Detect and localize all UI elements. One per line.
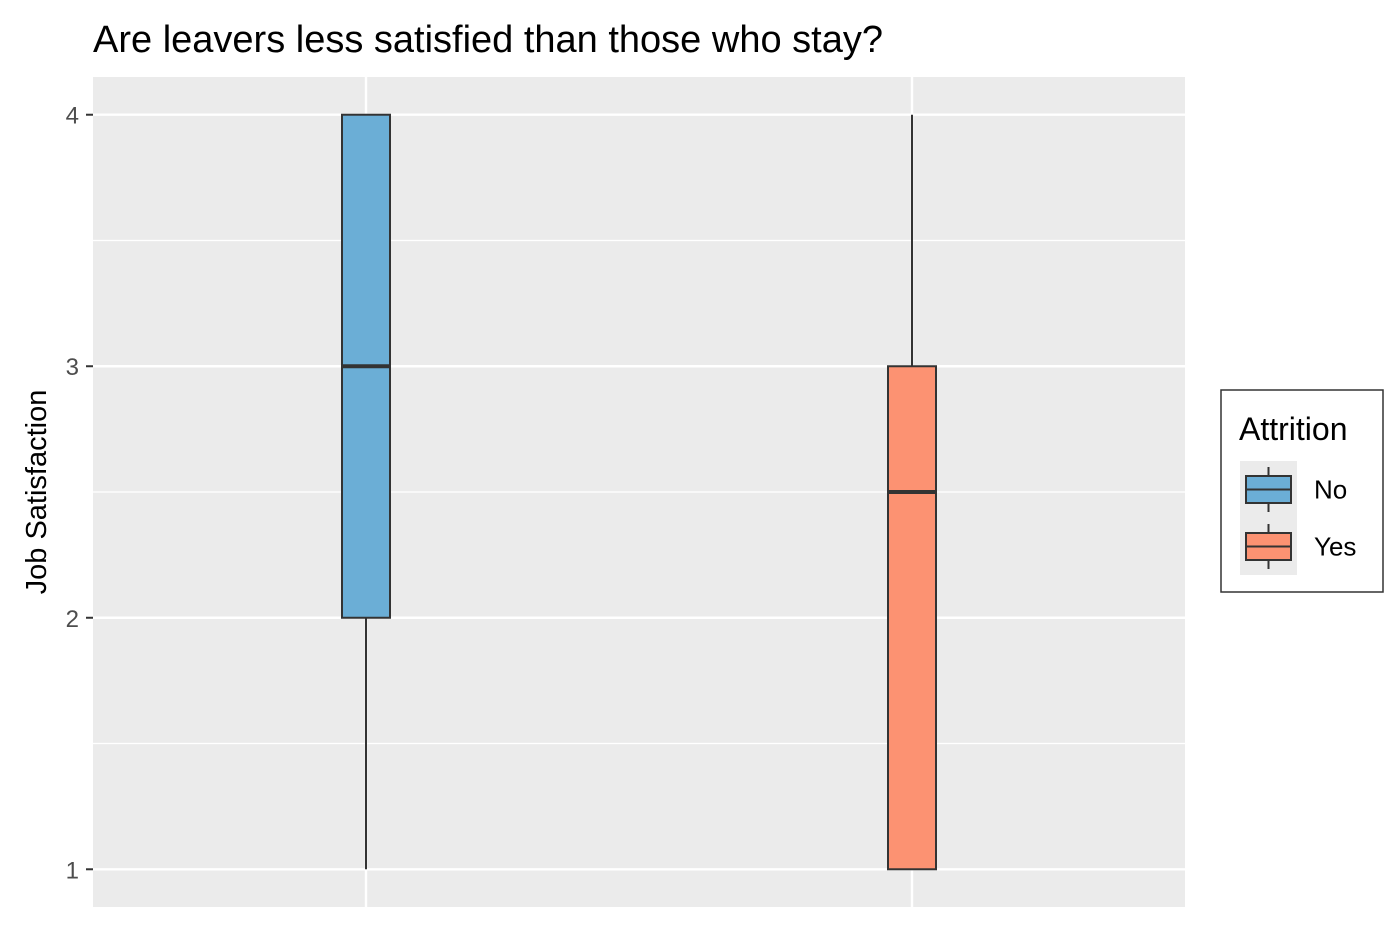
legend-title: Attrition — [1239, 411, 1347, 447]
y-tick-label: 3 — [66, 354, 79, 381]
major-gridlines — [93, 113, 1185, 871]
box-no — [341, 113, 391, 870]
legend-label: No — [1314, 475, 1347, 505]
y-axis: 1 2 3 4 — [66, 103, 93, 884]
minor-gridlines — [93, 239, 1185, 745]
boxplot-series — [341, 113, 937, 871]
legend-label: Yes — [1314, 532, 1356, 562]
y-tick-label: 4 — [66, 103, 79, 130]
box-yes — [887, 114, 937, 871]
y-tick-label: 2 — [66, 606, 79, 633]
y-axis-title: Job Satisfaction — [21, 390, 53, 595]
y-tick-label: 1 — [66, 857, 79, 884]
box-body — [887, 365, 937, 871]
legend: Attrition No Yes — [1220, 389, 1384, 593]
legend-key-yes: Yes — [1240, 518, 1356, 575]
legend-key-no: No — [1240, 461, 1347, 518]
chart-title: Are leavers less satisfied than those wh… — [93, 19, 883, 61]
